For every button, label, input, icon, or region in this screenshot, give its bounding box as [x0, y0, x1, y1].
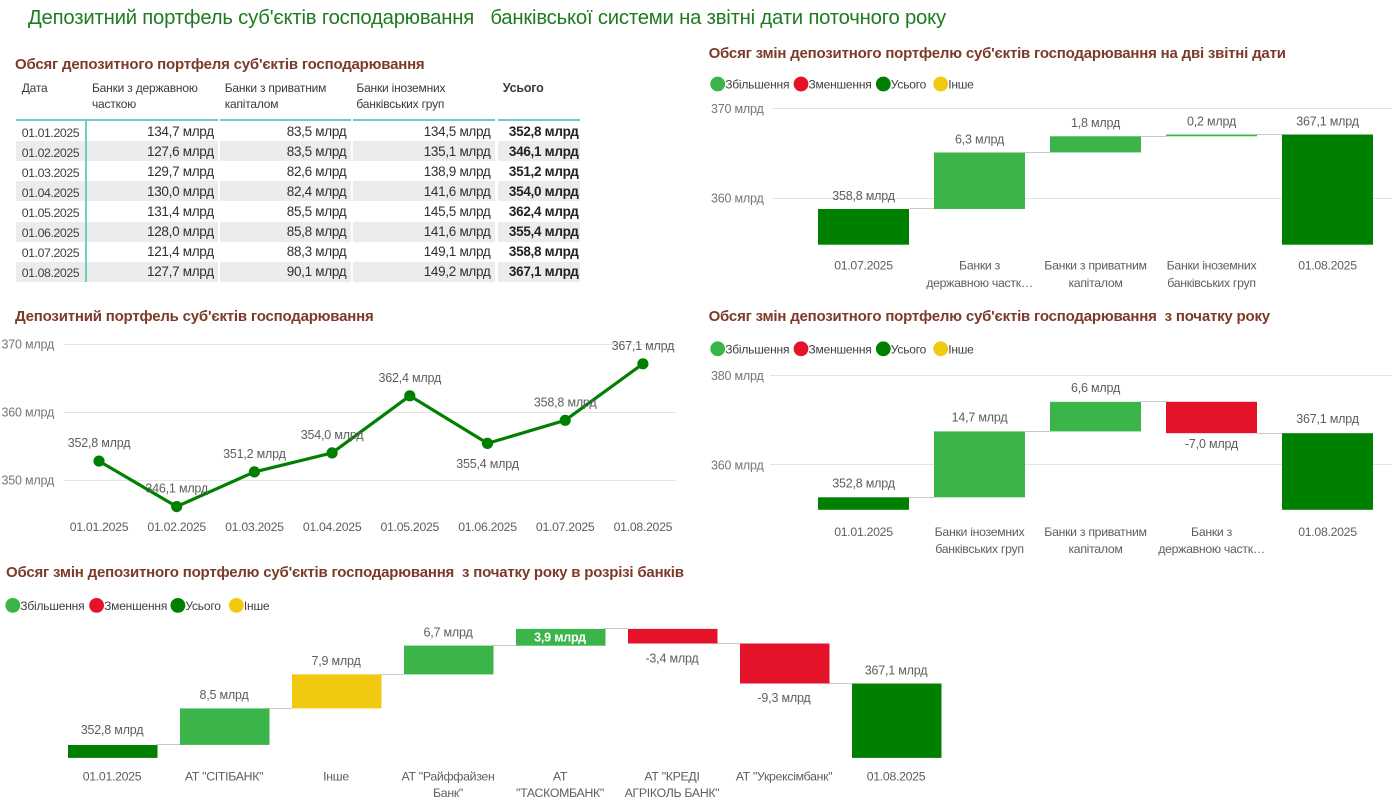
svg-text:АТ "Укрексімбанк": АТ "Укрексімбанк"	[736, 770, 833, 784]
svg-text:370 млрд: 370 млрд	[711, 102, 764, 116]
svg-text:3,9 млрд: 3,9 млрд	[534, 631, 586, 645]
svg-text:01.03.2025: 01.03.2025	[225, 520, 284, 534]
svg-text:350 млрд: 350 млрд	[2, 474, 55, 488]
svg-text:банківських груп: банківських груп	[1167, 276, 1255, 290]
svg-text:Збільшення: Збільшення	[20, 599, 84, 613]
svg-text:державною частк…: державною частк…	[1158, 542, 1265, 556]
svg-text:352,8 млрд: 352,8 млрд	[68, 436, 132, 450]
svg-text:01.01.2025: 01.01.2025	[70, 520, 129, 534]
svg-text:01.08.2025: 01.08.2025	[614, 520, 673, 534]
svg-text:Інше: Інше	[948, 342, 974, 356]
svg-text:капіталом: капіталом	[1068, 276, 1122, 290]
svg-text:Інше: Інше	[244, 599, 270, 613]
svg-text:Інше: Інше	[323, 770, 349, 784]
svg-text:01.08.2025: 01.08.2025	[1298, 259, 1357, 273]
svg-text:367,1 млрд: 367,1 млрд	[865, 663, 929, 677]
svg-text:14,7 млрд: 14,7 млрд	[952, 410, 1009, 424]
svg-text:367,1 млрд: 367,1 млрд	[1296, 412, 1360, 426]
svg-text:370 млрд: 370 млрд	[2, 338, 55, 352]
svg-text:-3,4 млрд: -3,4 млрд	[645, 652, 699, 666]
svg-text:354,0 млрд: 354,0 млрд	[301, 428, 365, 442]
svg-text:355,4 млрд: 355,4 млрд	[456, 457, 520, 471]
svg-text:АГРІКОЛЬ БАНК": АГРІКОЛЬ БАНК"	[625, 786, 720, 800]
svg-text:Банк": Банк"	[433, 786, 463, 800]
svg-text:Банки з: Банки з	[959, 259, 1001, 273]
svg-text:державною частк…: державною частк…	[926, 276, 1033, 290]
svg-text:-9,3 млрд: -9,3 млрд	[757, 691, 811, 705]
svg-text:01.05.2025: 01.05.2025	[381, 520, 440, 534]
svg-text:АТ "Райффайзен: АТ "Райффайзен	[402, 770, 495, 784]
svg-text:01.02.2025: 01.02.2025	[147, 520, 206, 534]
svg-text:01.07.2025: 01.07.2025	[834, 259, 893, 273]
svg-text:352,8 млрд: 352,8 млрд	[81, 723, 145, 737]
svg-text:Банки з приватним: Банки з приватним	[1044, 525, 1146, 539]
svg-text:6,7 млрд: 6,7 млрд	[423, 625, 473, 639]
svg-text:362,4 млрд: 362,4 млрд	[378, 371, 442, 385]
svg-text:-7,0 млрд: -7,0 млрд	[1185, 437, 1239, 451]
svg-text:"ТАСКОМБАНК": "ТАСКОМБАНК"	[516, 786, 604, 800]
svg-text:АТ "СІТІБАНК": АТ "СІТІБАНК"	[185, 770, 263, 784]
svg-text:01.04.2025: 01.04.2025	[303, 520, 362, 534]
svg-text:380 млрд: 380 млрд	[711, 369, 764, 383]
svg-text:346,1 млрд: 346,1 млрд	[145, 482, 209, 496]
svg-text:358,8 млрд: 358,8 млрд	[534, 395, 598, 409]
svg-text:Усього: Усього	[891, 78, 927, 92]
svg-text:АТ "КРЕДІ: АТ "КРЕДІ	[644, 770, 699, 784]
svg-text:Збільшення: Збільшення	[725, 78, 789, 92]
svg-text:Банки з: Банки з	[1191, 525, 1233, 539]
svg-text:0,2 млрд: 0,2 млрд	[1187, 114, 1237, 128]
svg-text:1,8 млрд: 1,8 млрд	[1071, 116, 1121, 130]
svg-text:капіталом: капіталом	[1068, 542, 1122, 556]
svg-text:01.01.2025: 01.01.2025	[83, 770, 142, 784]
svg-text:Банки іноземних: Банки іноземних	[935, 525, 1026, 539]
svg-text:Зменшення: Зменшення	[809, 342, 872, 356]
svg-text:Банки іноземних: Банки іноземних	[1167, 259, 1258, 273]
svg-text:01.08.2025: 01.08.2025	[867, 770, 926, 784]
svg-text:352,8 млрд: 352,8 млрд	[832, 476, 896, 490]
svg-text:360 млрд: 360 млрд	[711, 459, 764, 473]
svg-text:Зменшення: Зменшення	[104, 599, 167, 613]
svg-text:01.08.2025: 01.08.2025	[1298, 525, 1357, 539]
svg-text:Зменшення: Зменшення	[809, 78, 872, 92]
svg-text:360 млрд: 360 млрд	[711, 192, 764, 206]
svg-text:360 млрд: 360 млрд	[2, 406, 55, 420]
svg-text:Банки з приватним: Банки з приватним	[1044, 259, 1146, 273]
svg-text:Усього: Усього	[185, 599, 221, 613]
svg-text:01.06.2025: 01.06.2025	[458, 520, 517, 534]
svg-text:367,1 млрд: 367,1 млрд	[612, 339, 676, 353]
svg-text:8,5 млрд: 8,5 млрд	[199, 688, 249, 702]
svg-text:Усього: Усього	[891, 342, 927, 356]
svg-text:6,3 млрд: 6,3 млрд	[955, 132, 1005, 146]
svg-text:АТ: АТ	[553, 770, 568, 784]
svg-text:банківських груп: банківських груп	[935, 542, 1023, 556]
svg-text:Інше: Інше	[948, 78, 974, 92]
svg-text:01.01.2025: 01.01.2025	[834, 525, 893, 539]
svg-text:367,1 млрд: 367,1 млрд	[1296, 114, 1360, 128]
svg-text:358,8 млрд: 358,8 млрд	[832, 189, 896, 203]
svg-text:351,2 млрд: 351,2 млрд	[223, 447, 287, 461]
svg-text:Збільшення: Збільшення	[725, 342, 789, 356]
svg-text:7,9 млрд: 7,9 млрд	[311, 654, 361, 668]
svg-text:6,6 млрд: 6,6 млрд	[1071, 381, 1121, 395]
svg-text:01.07.2025: 01.07.2025	[536, 520, 595, 534]
